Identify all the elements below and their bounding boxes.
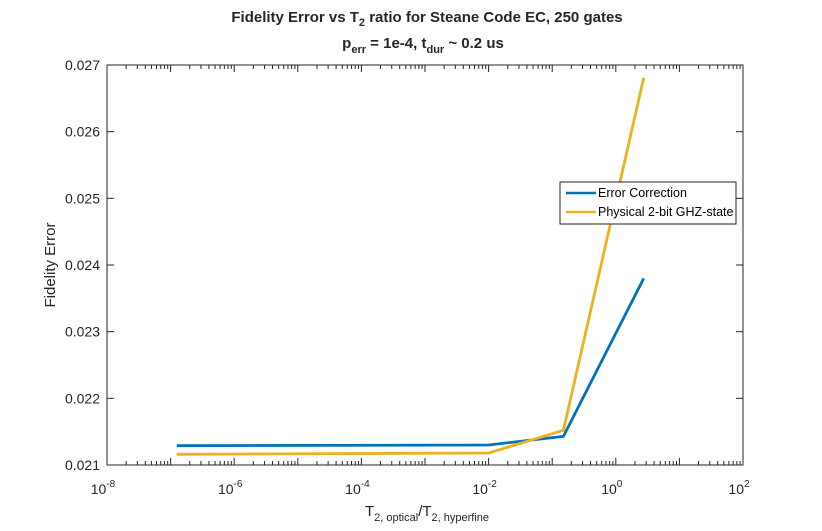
legend-label-error-correction: Error Correction — [598, 186, 687, 200]
x-tick-label: 100 — [601, 479, 623, 497]
x-tick-label: 10-8 — [91, 479, 116, 497]
axis-ticks — [106, 64, 744, 466]
plot-area — [106, 64, 744, 466]
x-tick-label: 10-4 — [345, 479, 370, 497]
chart-title-line2: perr = 1e-4, tdur ~ 0.2 us — [342, 35, 504, 56]
x-axis-label: T2, optical/T2, hyperfine — [365, 503, 489, 524]
series-line-1 — [176, 77, 646, 456]
x-tick-labels: 10-8 10-6 10-4 10-2 100 102 — [91, 479, 750, 497]
x-tick-label: 10-2 — [472, 479, 497, 497]
y-tick-label: 0.026 — [65, 124, 100, 140]
x-tick-label: 10-6 — [218, 479, 243, 497]
y-tick-label: 0.027 — [65, 57, 100, 73]
chart-title-line1: Fidelity Error vs T2 ratio for Steane Co… — [231, 9, 622, 29]
legend-label-physical-ghz: Physical 2-bit GHZ-state — [598, 205, 734, 219]
y-tick-label: 0.025 — [65, 190, 100, 206]
series-lines — [176, 77, 646, 456]
y-tick-label: 0.022 — [65, 390, 100, 406]
y-tick-labels: 0.021 0.022 0.023 0.024 0.025 0.026 0.027 — [65, 57, 100, 473]
y-axis-label: Fidelity Error — [42, 222, 59, 307]
y-tick-label: 0.024 — [65, 257, 100, 273]
x-tick-label: 102 — [728, 479, 750, 497]
y-tick-label: 0.023 — [65, 324, 100, 340]
legend-box — [559, 181, 737, 225]
y-tick-label: 0.021 — [65, 457, 100, 473]
legend: Error Correction Physical 2-bit GHZ-stat… — [559, 181, 737, 225]
